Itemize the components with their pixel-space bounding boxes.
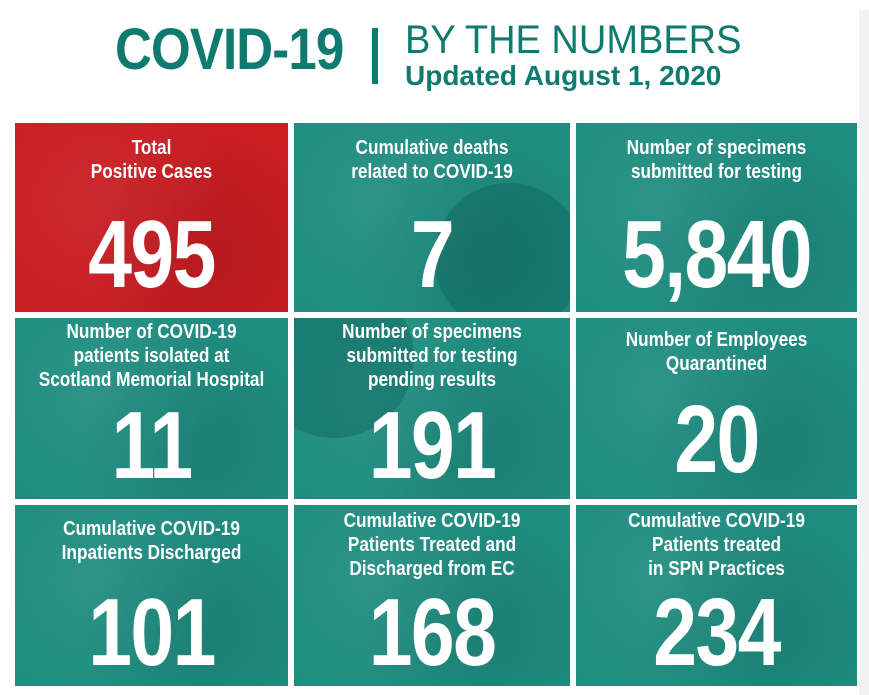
virus-background-icon bbox=[434, 183, 570, 312]
tile-value: 7 bbox=[410, 201, 455, 308]
tile-value: 234 bbox=[653, 579, 781, 686]
tile-specimens-pending: Number of specimens submitted for testin… bbox=[294, 318, 570, 499]
tile-texture bbox=[294, 318, 570, 499]
tile-value: 168 bbox=[368, 579, 497, 686]
tile-label: Total Positive Cases bbox=[90, 137, 213, 183]
tile-texture bbox=[15, 123, 288, 312]
tile-texture bbox=[576, 505, 857, 686]
tile-value: 20 bbox=[674, 386, 760, 493]
tile-value: 11 bbox=[111, 392, 194, 499]
tile-texture bbox=[576, 318, 857, 499]
tile-texture bbox=[294, 123, 570, 312]
tile-label: Cumulative COVID-19 Patients Treated and… bbox=[343, 510, 521, 580]
tile-cumulative-deaths: Cumulative deaths related to COVID-19 7 bbox=[294, 123, 570, 312]
right-edge-strip bbox=[859, 10, 869, 695]
tile-label: Number of specimens submitted for testin… bbox=[342, 321, 522, 391]
tile-value: 101 bbox=[88, 579, 216, 686]
updated-date: Updated August 1, 2020 bbox=[405, 60, 722, 91]
tile-treated-spn-practices: Cumulative COVID-19 Patients treated in … bbox=[576, 505, 857, 686]
tile-specimens-submitted: Number of specimens submitted for testin… bbox=[576, 123, 857, 312]
tile-label: Number of COVID-19 patients isolated at … bbox=[38, 321, 265, 391]
tile-value: 5,840 bbox=[622, 201, 812, 308]
stats-grid: Total Positive Cases 495 Cumulative deat… bbox=[15, 123, 857, 686]
tile-label: Cumulative COVID-19 Patients treated in … bbox=[628, 510, 805, 580]
tile-label: Cumulative deaths related to COVID-19 bbox=[351, 137, 513, 183]
tile-treated-discharged-ec: Cumulative COVID-19 Patients Treated and… bbox=[294, 505, 570, 686]
tile-value: 191 bbox=[368, 392, 497, 499]
tile-label: Cumulative COVID-19 Inpatients Discharge… bbox=[61, 518, 242, 564]
tile-texture bbox=[15, 505, 288, 686]
tile-label: Number of specimens submitted for testin… bbox=[626, 137, 807, 183]
page-subtitle: BY THE NUMBERS bbox=[405, 18, 742, 62]
tile-inpatients-discharged: Cumulative COVID-19 Inpatients Discharge… bbox=[15, 505, 288, 686]
tile-texture bbox=[294, 505, 570, 686]
header: COVID-19 BY THE NUMBERS Updated August 1… bbox=[0, 0, 869, 115]
title-divider bbox=[372, 28, 378, 84]
tile-label: Number of Employees Quarantined bbox=[625, 329, 808, 375]
tile-employees-quarantined: Number of Employees Quarantined 20 bbox=[576, 318, 857, 499]
tile-value: 495 bbox=[88, 201, 216, 308]
tile-texture bbox=[576, 123, 857, 312]
tile-texture bbox=[15, 318, 288, 499]
page-title: COVID-19 bbox=[115, 17, 344, 82]
tile-patients-isolated: Number of COVID-19 patients isolated at … bbox=[15, 318, 288, 499]
tile-total-positive-cases: Total Positive Cases 495 bbox=[15, 123, 288, 312]
